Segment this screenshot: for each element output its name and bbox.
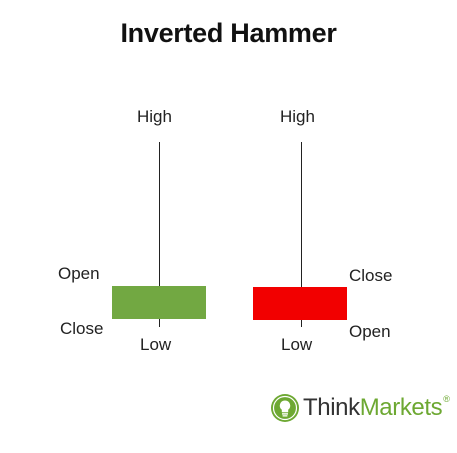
- label-low: Low: [281, 335, 313, 354]
- label-high: High: [137, 107, 172, 126]
- brand-name: ThinkMarkets®: [303, 394, 450, 421]
- candle-wick: [301, 142, 302, 327]
- lightbulb-icon: [271, 394, 299, 422]
- brand-logo: ThinkMarkets®: [270, 392, 450, 424]
- candle-body: [253, 287, 347, 320]
- diagram-title: Inverted Hammer: [120, 18, 337, 48]
- label-high: High: [280, 107, 315, 126]
- label-low: Low: [140, 335, 172, 354]
- label-close: Close: [60, 319, 104, 338]
- candle-body: [112, 286, 206, 319]
- candle-wick: [159, 142, 160, 327]
- label-open: Open: [349, 322, 391, 341]
- label-close: Close: [349, 266, 393, 285]
- label-open: Open: [58, 264, 100, 283]
